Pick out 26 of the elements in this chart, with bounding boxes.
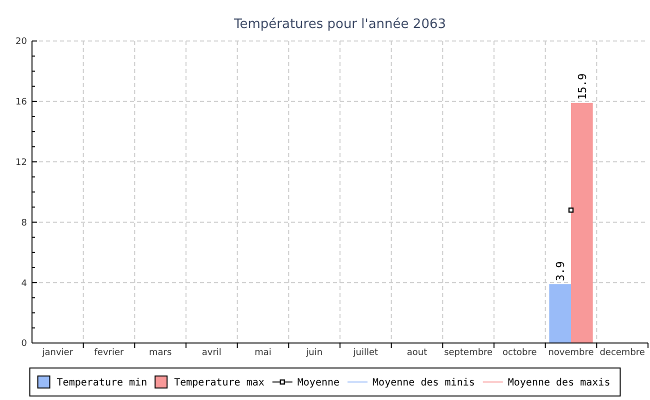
x-tick-label: juin: [305, 348, 323, 358]
x-tick-label: aout: [406, 348, 428, 358]
y-tick-label: 20: [16, 37, 28, 48]
y-tick-label: 16: [16, 98, 28, 108]
x-tick-label: mai: [254, 348, 272, 358]
x-tick-label: septembre: [444, 348, 494, 358]
legend-label: Moyenne: [297, 378, 340, 388]
y-tick-label: 0: [21, 339, 28, 350]
x-tick-label: avril: [202, 348, 222, 358]
y-tick-label: 8: [21, 218, 28, 228]
x-tick-label: novembre: [548, 348, 594, 358]
x-tick-label: mars: [148, 348, 172, 358]
x-tick-label: decembre: [600, 348, 646, 358]
y-tick-label: 4: [21, 278, 28, 289]
x-tick-label: juillet: [352, 348, 379, 358]
chart-title: Températures pour l'année 2063: [232, 17, 446, 32]
data-label: 15.9: [576, 73, 589, 100]
x-tick-label: janvier: [41, 348, 74, 358]
legend-label: Temperature max: [174, 378, 264, 388]
legend-label: Temperature min: [56, 378, 148, 388]
y-tick-label: 12: [16, 158, 27, 168]
legend-label: Moyenne des minis: [372, 378, 475, 388]
legend-label: Moyenne des maxis: [508, 378, 610, 388]
x-tick-label: octobre: [502, 348, 538, 358]
x-tick-label: fevrier: [94, 348, 124, 358]
data-label: 3.9: [554, 261, 568, 282]
